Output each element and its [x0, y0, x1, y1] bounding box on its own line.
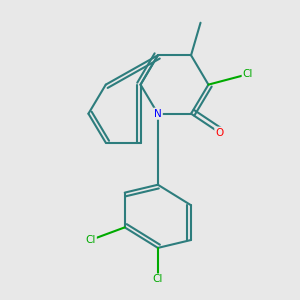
Text: Cl: Cl	[85, 235, 96, 245]
Text: Cl: Cl	[153, 274, 163, 284]
Text: O: O	[215, 128, 223, 138]
Text: Cl: Cl	[243, 69, 253, 79]
Text: N: N	[154, 109, 162, 119]
